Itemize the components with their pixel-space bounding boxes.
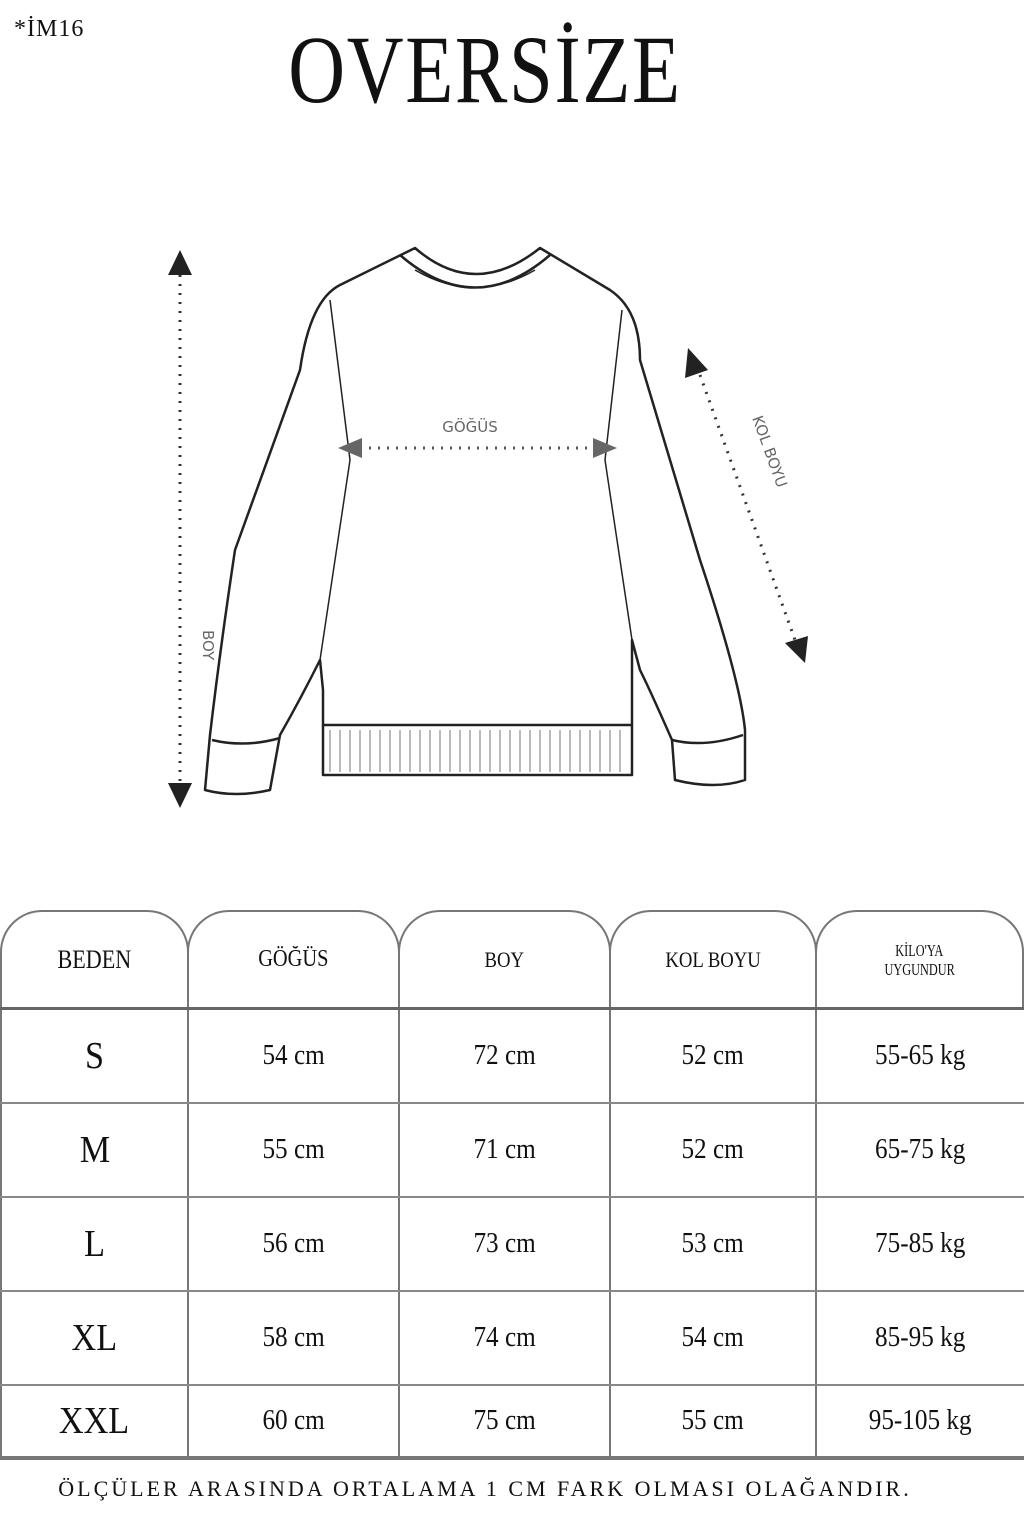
cell-value: S (84, 1035, 105, 1077)
cell-value: 55 cm (681, 1405, 745, 1436)
cell-value: 75 cm (473, 1405, 536, 1436)
cell-value: 65-75 kg (875, 1134, 966, 1165)
page-title: OVERSİZE (288, 16, 682, 123)
header-length: BOY (398, 910, 611, 1007)
cell-size: XL (0, 1292, 187, 1384)
product-code: *İM16 (14, 16, 85, 42)
cell-weight: 75-85 kg (815, 1198, 1024, 1290)
sleeve-label: KOL BOYU (748, 413, 791, 490)
header-chest: GÖĞÜS (187, 910, 400, 1007)
cell-value: 58 cm (262, 1322, 325, 1353)
sweatshirt-measurement-diagram: BOY GÖĞÜS KOL BOYU (168, 246, 808, 808)
cell-value: 56 cm (262, 1228, 325, 1259)
cell-value: 95-105 kg (869, 1405, 972, 1436)
table-row: L 56 cm 73 cm 53 cm 75-85 kg (0, 1198, 1024, 1292)
chest-label: GÖĞÜS (442, 417, 498, 436)
cell-value: 52 cm (681, 1134, 745, 1165)
cell-length: 71 cm (398, 1104, 609, 1196)
cell-length: 74 cm (398, 1292, 609, 1384)
sleeve-arrow (685, 348, 808, 663)
header-size: BEDEN (0, 910, 189, 1007)
sweatshirt-outline (203, 246, 747, 796)
cell-chest: 58 cm (187, 1292, 398, 1384)
cell-size: L (0, 1198, 187, 1290)
footer-note: ÖLÇÜLER ARASINDA ORTALAMA 1 CM FARK OLMA… (58, 1476, 912, 1501)
cell-value: 55-65 kg (875, 1040, 966, 1071)
cell-chest: 54 cm (187, 1010, 398, 1102)
cell-chest: 56 cm (187, 1198, 398, 1290)
cell-weight: 65-75 kg (815, 1104, 1024, 1196)
cell-value: 54 cm (681, 1322, 745, 1353)
cell-value: 71 cm (473, 1134, 536, 1165)
cell-value: 55 cm (262, 1134, 325, 1165)
table-row: XXL 60 cm 75 cm 55 cm 95-105 kg (0, 1386, 1024, 1456)
cell-length: 72 cm (398, 1010, 609, 1102)
cell-value: M (79, 1129, 110, 1171)
cell-value: 85-95 kg (875, 1322, 966, 1353)
cell-sleeve: 55 cm (609, 1386, 815, 1456)
size-table: S 54 cm 72 cm 52 cm 55-65 kg M 55 cm 71 cm 52 cm… (0, 1007, 1024, 1460)
length-arrow (168, 250, 192, 808)
left-cuff (211, 736, 281, 745)
size-table-header: BEDEN GÖĞÜS BOY KOL BOYU KİLO'YA UYGUNDUR (0, 910, 1024, 1007)
table-row: XL 58 cm 74 cm 54 cm 85-95 kg (0, 1292, 1024, 1386)
cell-value: 73 cm (473, 1228, 536, 1259)
cell-chest: 60 cm (187, 1386, 398, 1456)
cell-value: L (84, 1223, 105, 1265)
table-row: M 55 cm 71 cm 52 cm 65-75 kg (0, 1104, 1024, 1198)
cell-value: 53 cm (681, 1228, 745, 1259)
cell-value: 72 cm (473, 1040, 536, 1071)
cell-length: 75 cm (398, 1386, 609, 1456)
right-cuff (671, 733, 744, 745)
collar (399, 254, 551, 289)
cell-sleeve: 52 cm (609, 1104, 815, 1196)
cell-value: XXL (59, 1400, 130, 1442)
cell-sleeve: 53 cm (609, 1198, 815, 1290)
chest-arrow (338, 438, 617, 458)
cell-value: 74 cm (473, 1322, 536, 1353)
cell-size: M (0, 1104, 187, 1196)
cell-value: XL (71, 1317, 118, 1359)
cell-weight: 55-65 kg (815, 1010, 1024, 1102)
cell-chest: 55 cm (187, 1104, 398, 1196)
cell-size: XXL (0, 1386, 187, 1456)
cell-value: 75-85 kg (875, 1228, 966, 1259)
cell-value: 52 cm (681, 1040, 745, 1071)
cell-length: 73 cm (398, 1198, 609, 1290)
cell-value: 54 cm (262, 1040, 325, 1071)
cell-size: S (0, 1010, 187, 1102)
cell-weight: 85-95 kg (815, 1292, 1024, 1384)
cell-value: 60 cm (262, 1405, 325, 1436)
cell-weight: 95-105 kg (815, 1386, 1024, 1456)
header-weight: KİLO'YA UYGUNDUR (815, 910, 1024, 1007)
table-row: S 54 cm 72 cm 52 cm 55-65 kg (0, 1010, 1024, 1104)
cell-sleeve: 54 cm (609, 1292, 815, 1384)
cell-sleeve: 52 cm (609, 1010, 815, 1102)
header-sleeve: KOL BOYU (609, 910, 817, 1007)
length-label: BOY (199, 630, 217, 661)
